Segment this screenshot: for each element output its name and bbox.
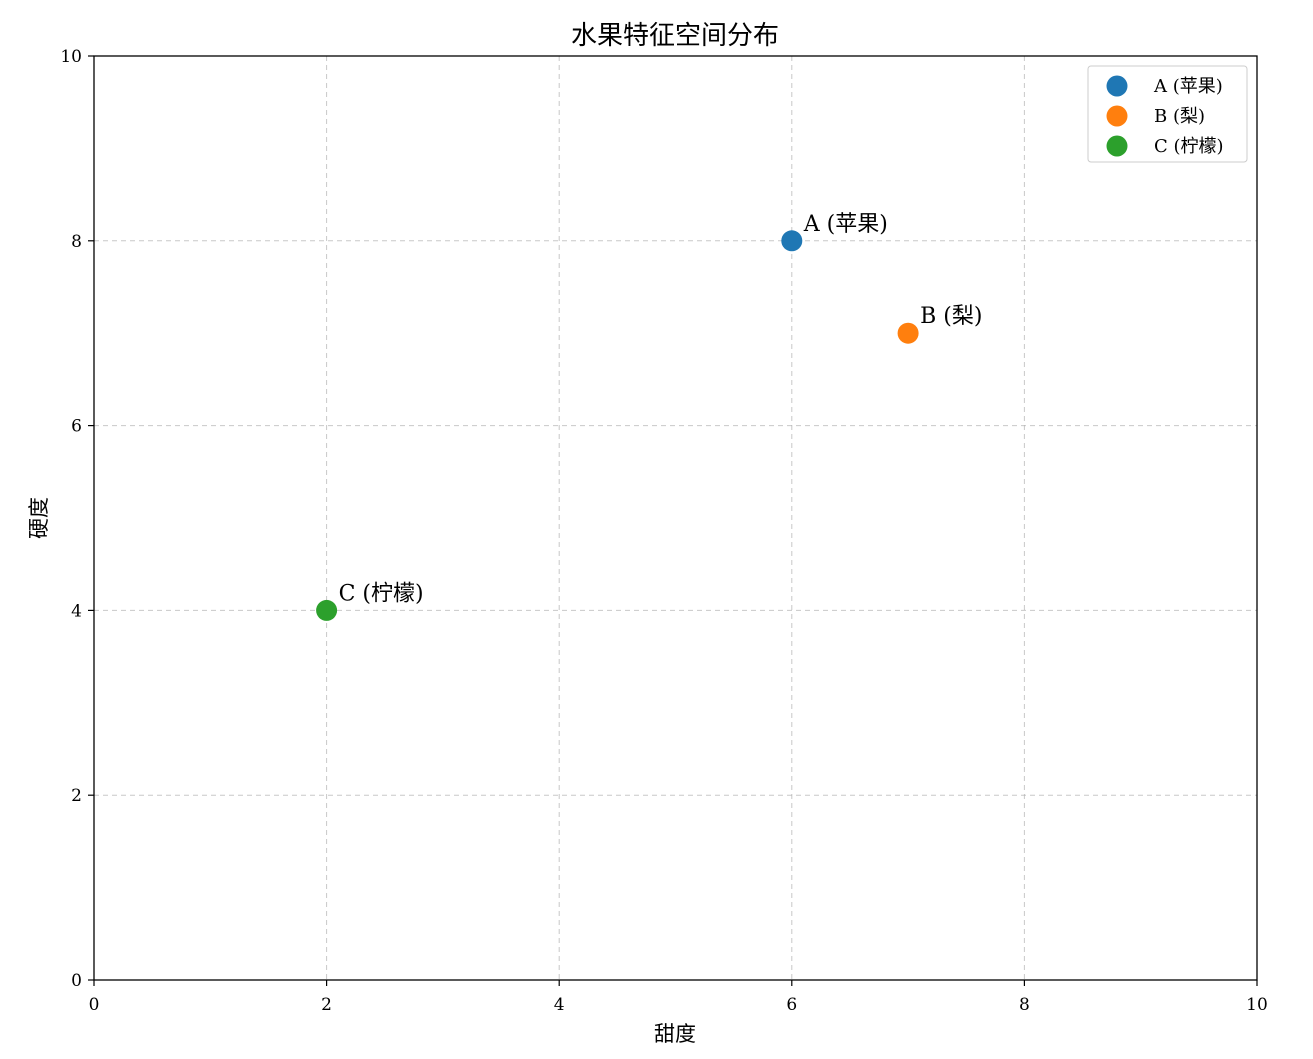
y-tick-label: 0 [71, 971, 82, 991]
point-label: A (苹果) [803, 212, 888, 237]
x-axis-label: 甜度 [654, 1022, 696, 1046]
grid [94, 56, 1257, 980]
axis-ticks: 0 2 4 6 8 10 0 2 4 6 8 10 [60, 47, 1267, 1015]
legend-label: B (梨) [1154, 106, 1205, 127]
y-axis-label: 硬度 [27, 497, 51, 539]
x-tick-label: 8 [1019, 995, 1030, 1015]
point-annotations: A (苹果) B (梨) C (柠檬) [339, 212, 983, 607]
chart-title: 水果特征空间分布 [571, 21, 779, 51]
legend-marker [1106, 135, 1128, 157]
data-points [316, 230, 919, 621]
plot-area-frame [93, 55, 1258, 981]
point-label: C (柠檬) [339, 581, 424, 606]
point-label: B (梨) [920, 304, 982, 329]
legend-box [1087, 65, 1248, 163]
y-tick-label: 2 [71, 786, 82, 806]
y-tick-label: 10 [60, 47, 82, 67]
x-tick-label: 0 [89, 995, 100, 1015]
legend: A (苹果) B (梨) C (柠檬) [1087, 65, 1248, 163]
y-tick-label: 4 [71, 601, 82, 621]
x-tick-label: 6 [786, 995, 797, 1015]
y-tick-label: 8 [71, 232, 82, 252]
legend-items: A (苹果) B (梨) C (柠檬) [1106, 75, 1224, 157]
data-point [781, 230, 803, 252]
legend-marker [1106, 105, 1128, 127]
legend-marker [1106, 75, 1128, 97]
x-tick-label: 4 [554, 995, 565, 1015]
legend-label: C (柠檬) [1154, 136, 1224, 157]
y-tick-label: 6 [71, 417, 82, 437]
legend-label: A (苹果) [1153, 76, 1223, 97]
data-point [316, 599, 338, 621]
data-point [897, 322, 919, 344]
x-tick-label: 2 [321, 995, 332, 1015]
x-tick-label: 10 [1246, 995, 1268, 1015]
